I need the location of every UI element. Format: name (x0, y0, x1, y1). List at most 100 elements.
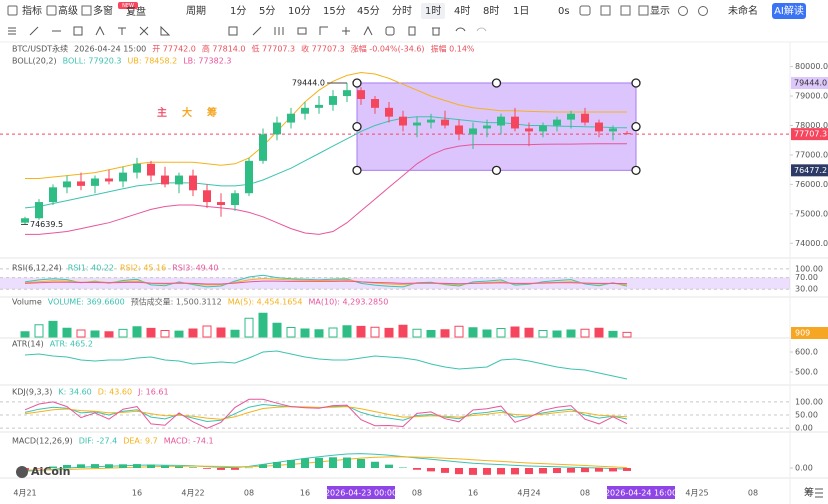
tool-delete[interactable] (432, 27, 440, 36)
price-badge (791, 164, 828, 177)
tool-indicator[interactable]: 指标 (22, 4, 42, 17)
tool-h[interactable] (385, 26, 395, 36)
tool-c[interactable] (274, 27, 284, 35)
tool-e[interactable] (319, 26, 328, 35)
selection-handle (631, 122, 641, 132)
ohlc-info: 收 77707.3 (301, 44, 345, 54)
tool-text[interactable] (118, 27, 126, 35)
tool-measure[interactable] (160, 25, 171, 36)
ai-button[interactable] (772, 3, 806, 19)
chip-button[interactable]: 筹 (804, 486, 814, 499)
icon-camera[interactable] (579, 5, 591, 16)
icon-fullscreen[interactable] (620, 5, 631, 16)
candle-body (595, 122, 603, 132)
period-1h[interactable]: 1时 (425, 5, 441, 17)
toolbar: 指标 高级 多窗 NEW 复盘 周期 1分 5分 10分 15分 45分 分时 … (7, 2, 806, 19)
template-name[interactable]: 未命名 (728, 4, 758, 17)
period-1m[interactable]: 1分 (230, 5, 246, 17)
candle-body (623, 133, 631, 135)
tool-redo[interactable] (476, 27, 487, 32)
volume-bar (580, 328, 590, 338)
y-tick-label: 77000.0 (795, 150, 828, 159)
tool-cross[interactable] (139, 26, 149, 36)
candle-body (427, 119, 435, 123)
candle-body (259, 134, 267, 161)
volume-bar (34, 324, 44, 338)
tool-f[interactable] (342, 27, 350, 35)
tool-advanced[interactable]: 高级 (58, 4, 78, 17)
macd-bar (203, 468, 211, 469)
tool-period[interactable]: 周期 (186, 5, 206, 17)
boll-line (25, 143, 628, 235)
tool-i[interactable] (408, 26, 416, 36)
y-tick-label: 74000.0 (795, 239, 828, 248)
macd-bar (329, 457, 337, 468)
legend-item: DIF: -27.4 (79, 437, 117, 446)
macd-bar (427, 468, 435, 472)
tool-b[interactable] (252, 26, 262, 36)
tool-a[interactable] (228, 26, 238, 36)
period-5m[interactable]: 5分 (259, 5, 275, 17)
indicator-line (24, 350, 628, 380)
candle-body (287, 113, 295, 123)
period-15m[interactable]: 15分 (323, 5, 346, 17)
tool-replay[interactable]: 复盘 (126, 5, 146, 18)
icon-settings[interactable] (678, 6, 688, 16)
candle-body (21, 218, 29, 223)
tool-rect[interactable] (73, 26, 83, 36)
icon-layout[interactable] (600, 5, 611, 16)
ohlc-info: 涨幅 -0.04%(-34.6) (351, 44, 425, 54)
tool-multiwin[interactable]: 多窗 (93, 4, 113, 17)
ai-button-text[interactable]: AI解读 (774, 4, 804, 17)
tool-d[interactable] (297, 27, 307, 35)
macd-bar (595, 468, 603, 472)
macd-bar (539, 468, 547, 474)
logo (16, 466, 28, 478)
period-1d[interactable]: 1日 (513, 6, 529, 17)
x-tick-label: 08 (412, 489, 422, 498)
ohlc-info: 开 77742.0 (152, 45, 196, 54)
macd-bar (371, 461, 379, 468)
icon-display[interactable] (638, 5, 649, 16)
indicator-name: ATR(14) (12, 340, 44, 349)
macd-bar (161, 465, 169, 468)
x-tick-label: 16 (132, 489, 142, 498)
y-tick-label: 50.00 (795, 411, 818, 420)
period-4h[interactable]: 4时 (454, 5, 470, 17)
icon-help[interactable] (698, 6, 708, 16)
legend-item: MA(5): 4,454.1654 (228, 298, 303, 307)
period-45m[interactable]: 45分 (357, 5, 380, 17)
tool-g[interactable] (363, 25, 373, 36)
candle-body (133, 163, 141, 173)
tool-path[interactable] (95, 25, 105, 36)
macd-bar (91, 464, 99, 468)
candle-body (567, 113, 575, 120)
tool-lines[interactable] (8, 27, 16, 35)
volume-bar (370, 326, 380, 338)
ohlc-info: 高 77814.0 (202, 44, 246, 54)
period-8h[interactable]: 8时 (483, 5, 499, 17)
boll-line (24, 116, 628, 209)
candle-body (35, 202, 43, 219)
legend-item: VOLUME: 369.6600 (48, 298, 125, 307)
macd-bar (581, 468, 589, 473)
period-10m[interactable]: 10分 (288, 5, 311, 17)
ohlc-info: 振幅 0.14% (431, 44, 475, 54)
period-time[interactable]: 分时 (392, 5, 412, 17)
candle-body (371, 99, 379, 108)
volume-badge (791, 327, 828, 339)
macd-bar (455, 468, 463, 475)
tool-display[interactable]: 显示 (650, 5, 670, 17)
tool-undo[interactable] (455, 27, 466, 32)
icon (46, 5, 57, 16)
x-tick-label: 4月22 (181, 489, 204, 498)
macd-bar (105, 464, 113, 468)
candle-body (175, 175, 183, 185)
signal-marker: 筹 (207, 106, 217, 119)
refresh[interactable]: 0s (558, 6, 570, 17)
candle-body (483, 125, 491, 129)
new-badge-text: NEW (122, 3, 134, 9)
candle-body (91, 178, 99, 186)
tool-trend[interactable] (29, 26, 39, 36)
